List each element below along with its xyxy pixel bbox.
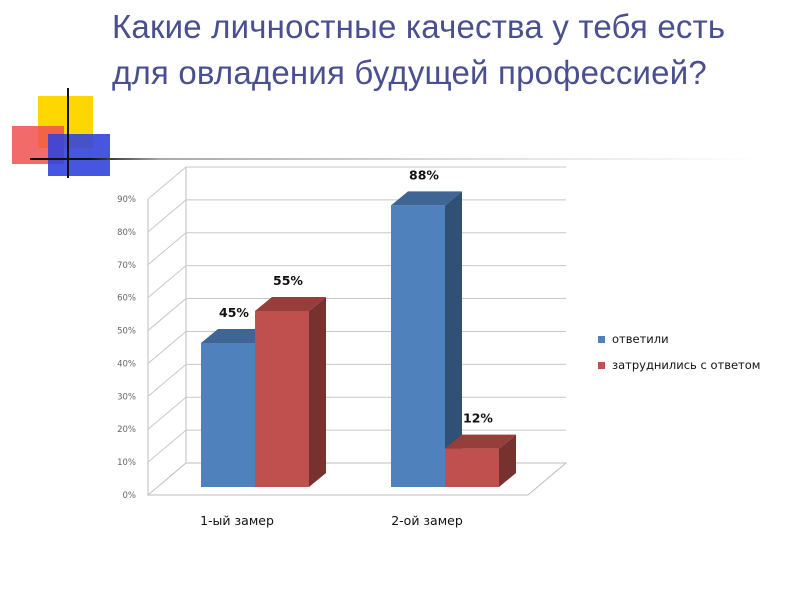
y-tick-label: 50%	[117, 327, 136, 337]
y-tick-label: 20%	[117, 425, 136, 435]
bar-side	[445, 191, 462, 487]
bar-top	[201, 329, 272, 343]
bar-top	[445, 434, 516, 449]
gridline	[147, 199, 566, 233]
gridline	[147, 265, 566, 299]
y-tick-label: 30%	[117, 392, 136, 402]
gridline	[147, 298, 566, 331]
legend-label: ответили	[612, 332, 669, 346]
y-tick-label: 60%	[117, 294, 136, 304]
bar-side	[499, 434, 516, 487]
chart-legend: ответили затруднились с ответом	[598, 332, 760, 372]
y-tick-label: 90%	[117, 195, 136, 205]
y-tick-label: 80%	[117, 228, 136, 238]
data-label: 12%	[463, 411, 493, 426]
gridline	[147, 232, 566, 266]
bar	[255, 297, 326, 487]
data-label: 55%	[273, 273, 303, 288]
chart-bars	[201, 191, 516, 487]
bar-top	[391, 191, 462, 206]
category-labels: 1-ый замер 2-ой замер	[200, 513, 463, 528]
y-tick-label: 70%	[117, 261, 136, 271]
decor-vertical-line	[67, 88, 69, 178]
legend-label: затруднились с ответом	[612, 358, 760, 372]
category-label: 1-ый замер	[200, 513, 274, 528]
data-labels: 45% 55% 88% 12%	[219, 167, 493, 425]
y-tick-label: 0%	[123, 491, 137, 501]
y-tick-label: 40%	[117, 359, 136, 369]
legend-swatch	[598, 362, 605, 369]
bar-front	[391, 205, 445, 487]
data-label: 45%	[219, 305, 249, 320]
decor-blue-square	[48, 134, 110, 176]
legend-swatch	[598, 336, 605, 343]
slide-title: Какие личностные качества у тебя есть дл…	[112, 8, 726, 91]
bar-top	[255, 297, 326, 311]
data-label: 88%	[409, 167, 439, 182]
category-label: 2-ой замер	[391, 513, 463, 528]
bar	[445, 434, 516, 487]
bar-front	[255, 311, 309, 487]
bar-side	[309, 297, 326, 487]
bar	[391, 191, 462, 487]
bar-front	[201, 343, 255, 487]
y-tick-label: 10%	[117, 458, 136, 468]
title-underline	[30, 158, 760, 160]
bar-front	[445, 448, 499, 487]
gridline	[147, 166, 566, 200]
y-axis-ticks: 0% 10% 20% 30% 40% 50% 60% 70% 80% 90%	[117, 195, 136, 501]
